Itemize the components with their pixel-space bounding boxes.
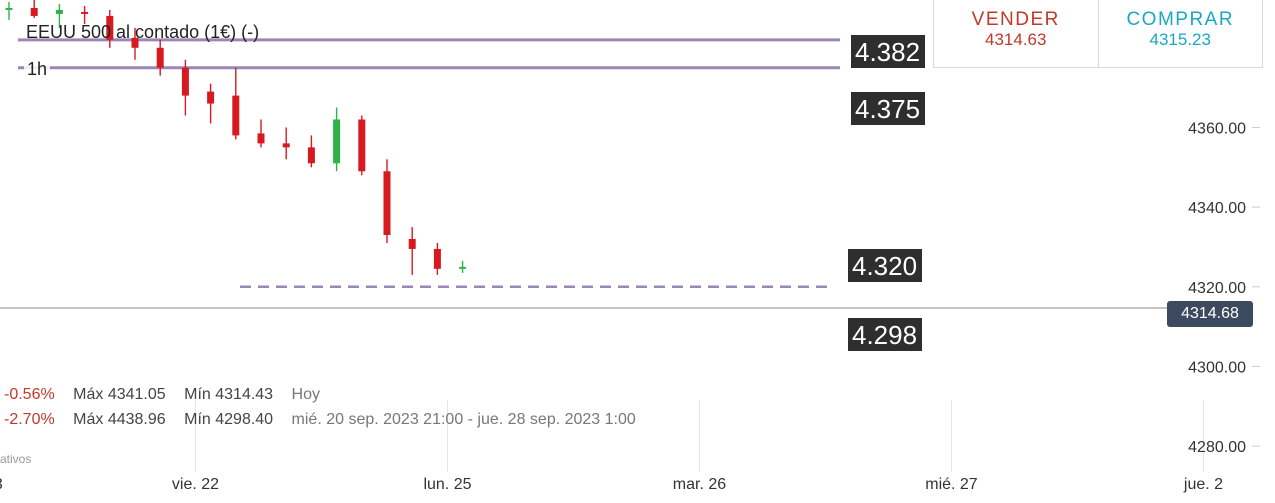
- grid-layer: [194, 47, 1260, 472]
- stats-period: mié. 20 sep. 2023 21:00 - jue. 28 sep. 2…: [291, 411, 636, 428]
- candle: [257, 119, 265, 148]
- stats-max: Máx 4341.05: [73, 386, 166, 403]
- x-tick-label: lun. 25: [423, 476, 471, 493]
- candle: [5, 1, 13, 20]
- x-tick-label: jue. 2: [1183, 476, 1223, 493]
- candle: [459, 260, 467, 273]
- candle: [333, 107, 341, 172]
- x-tick-label: mié. 27: [925, 476, 978, 493]
- candle: [358, 115, 366, 176]
- y-tick-label: 4360.00: [1188, 120, 1246, 137]
- candle: [307, 135, 315, 168]
- candle: [232, 67, 240, 140]
- faded-footer-text: ativos: [0, 452, 32, 466]
- sell-button[interactable]: VENDER 4314.63: [934, 0, 1098, 67]
- candle: [207, 83, 215, 124]
- y-tick-label: 4340.00: [1188, 200, 1246, 217]
- candles: [5, 0, 467, 275]
- candle: [181, 59, 189, 116]
- instrument-title: EEUU 500 al contado (1€) (-): [26, 22, 260, 42]
- y-tick-label: 4280.00: [1188, 439, 1246, 456]
- x-tick-label: vie. 22: [172, 476, 219, 493]
- trade-panel: VENDER 4314.63 COMPRAR 4315.23: [933, 0, 1263, 68]
- stats-min: Mín 4298.40: [184, 411, 274, 428]
- candle: [408, 227, 416, 275]
- level-label-2[interactable]: 4.375: [851, 92, 926, 125]
- x-tick-label: 3: [0, 476, 3, 493]
- level-label-4[interactable]: 4.298: [848, 318, 923, 351]
- stats-change: -2.70%: [4, 411, 55, 428]
- candle: [55, 3, 63, 28]
- buy-price: 4315.23: [1149, 30, 1211, 49]
- stats-max: Máx 4438.96: [73, 411, 166, 428]
- candle: [383, 159, 391, 243]
- stats-min: Mín 4314.43: [184, 386, 274, 403]
- y-tick-label: 4320.00: [1188, 280, 1246, 297]
- stats-change: -0.56%: [4, 386, 55, 403]
- stats-row-today: -0.56% Máx 4341.05 Mín 4314.43 Hoy: [4, 386, 334, 404]
- candle: [106, 9, 114, 48]
- level-lines: [0, 38, 1167, 309]
- candle: [30, 0, 38, 18]
- candle: [81, 5, 89, 24]
- candle: [433, 242, 441, 275]
- level-label-1[interactable]: 4.382: [851, 35, 926, 68]
- y-tick-label: 4300.00: [1188, 359, 1246, 376]
- candle: [131, 27, 139, 60]
- x-tick-label: mar. 26: [673, 476, 726, 493]
- timeframe-label[interactable]: 1h: [24, 59, 51, 80]
- candle: [282, 127, 290, 160]
- candle: [156, 39, 164, 76]
- stats-row-range: -2.70% Máx 4438.96 Mín 4298.40 mié. 20 s…: [4, 411, 650, 429]
- stats-period: Hoy: [291, 386, 320, 403]
- sell-label: VENDER: [971, 9, 1060, 30]
- buy-button[interactable]: COMPRAR 4315.23: [1097, 0, 1263, 67]
- level-label-3[interactable]: 4.320: [848, 249, 923, 282]
- buy-label: COMPRAR: [1126, 9, 1235, 30]
- current-price-badge: 4314.68: [1167, 301, 1253, 327]
- sell-price: 4314.63: [985, 30, 1047, 49]
